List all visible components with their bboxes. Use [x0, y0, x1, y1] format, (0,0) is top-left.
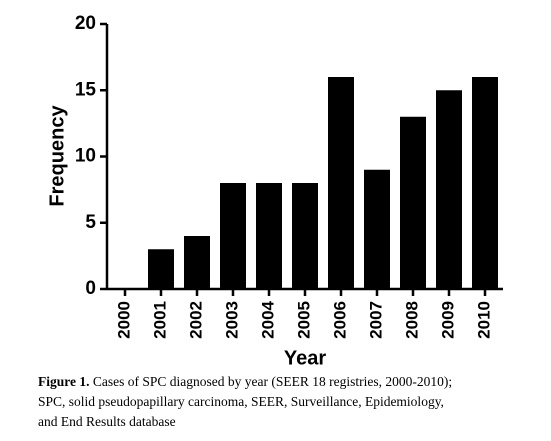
y-tick-label: 15 [75, 79, 97, 100]
x-tick-label: 2005 [294, 301, 313, 339]
x-tick-label: 2000 [114, 301, 133, 339]
x-tick-label: 2009 [438, 301, 457, 339]
caption-label: Figure 1. [38, 374, 90, 389]
y-axis-title: Frequency [46, 105, 68, 207]
y-tick-label: 5 [85, 212, 96, 233]
caption-line: Cases of SPC diagnosed by year (SEER 18 … [89, 374, 453, 389]
x-tick-label: 2007 [366, 301, 385, 339]
bar [256, 183, 282, 289]
bar [436, 90, 462, 289]
bar [328, 77, 354, 289]
y-tick-label: 20 [75, 13, 96, 34]
bar [292, 183, 318, 289]
x-tick-label: 2001 [150, 301, 169, 339]
bar [400, 116, 426, 289]
x-axis-title: Year [284, 347, 326, 369]
caption: Figure 1. Cases of SPC diagnosed by year… [38, 372, 452, 432]
x-tick-label: 2003 [222, 301, 241, 339]
y-tick-label: 10 [75, 146, 96, 167]
x-tick-label: 2006 [330, 301, 349, 339]
caption-line: and End Results database [38, 414, 176, 429]
caption-line: SPC, solid pseudopapillary carcinoma, SE… [38, 394, 444, 409]
x-tick-label: 2004 [258, 300, 277, 338]
x-tick-label: 2010 [474, 301, 493, 339]
chart: Frequency Year 0 5 10 15 20 2000 2001 2002 2003 2… [46, 13, 503, 369]
bar [472, 77, 498, 289]
bar [148, 249, 174, 289]
bar [184, 236, 210, 289]
y-tick-label: 0 [85, 278, 96, 299]
bar [364, 169, 390, 289]
x-tick-label: 2002 [186, 301, 205, 339]
x-tick-label: 2008 [402, 301, 421, 339]
bar [220, 183, 246, 289]
